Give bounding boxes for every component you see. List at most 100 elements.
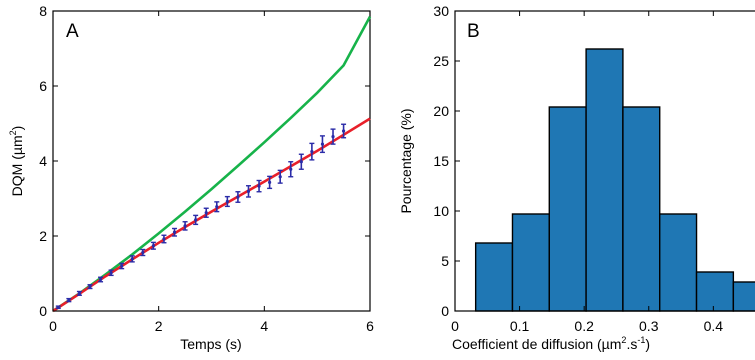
panel-a-marker [320,142,325,146]
panel-b-x-tick-label: 0.2 [574,318,594,334]
panel-a-x-tick-label: 0 [49,318,57,334]
panel-a-y-tick-label: 8 [39,3,47,19]
panel-a-data-point [256,179,262,193]
panel-a-data-point [235,191,241,203]
panel-a-marker [278,175,282,179]
panel-a-x-tick-label: 2 [155,318,163,334]
panel-a-ticks: 0 2 4 6 0 2 4 6 8 [39,3,374,334]
panel-b-bar-8 [732,281,755,312]
panel-a-data-point [288,161,294,178]
panel-a-marker [183,224,187,228]
panel-a-data-point [98,276,104,283]
panel-a-data-point [66,297,72,303]
panel-a-y-tick-label: 6 [39,78,47,94]
panel-a-y-tick-label: 4 [39,153,47,169]
panel-a-marker [236,195,240,199]
panel-b: B 0 0.1 0.2 0.3 0.4 0 5 10 15 20 25 30 Coefficient … [398,3,755,352]
panel-b-y-tick-label: 25 [433,53,449,69]
panel-a-marker [98,277,103,282]
panel-a-y-axis-label-sup: 2 [8,130,18,135]
panel-b-bar-1 [474,242,514,312]
panel-a-marker [77,291,82,295]
panel-a-data-point [129,255,135,263]
panel-a-data-point [150,241,156,250]
panel-a-marker [331,135,335,139]
panel-a-curve-1 [52,15,372,313]
panel-a-data-point [330,128,336,145]
panel-a-x-axis-label: Temps (s) [180,336,241,352]
panel-b-x-tick-label: 0.1 [510,318,530,334]
panel-b-bars [474,48,755,312]
panel-a-marker [225,199,229,204]
panel-a-data-point [140,248,146,257]
panel-b-bar-3 [548,106,587,312]
panel-b-bar-6 [659,213,698,312]
panel-b-y-tick-label: 20 [433,103,449,119]
panel-b-x-axis-label-end: ) [645,336,650,352]
panel-a-marker [120,264,124,268]
panel-a-data-point [161,234,167,244]
panel-a-marker [172,230,177,234]
panel-b-y-tick-label: 5 [441,253,449,269]
panel-b-x-axis-label-sup2: -1 [637,335,645,345]
panel-a-data-point [182,221,188,231]
panel-a-marker [56,305,60,309]
panel-a-curve-2 [52,117,371,313]
panel-a-marker [268,180,272,184]
panel-b-y-tick-label: 0 [441,303,449,319]
panel-a-marker [109,271,113,275]
panel-b-bar-4 [585,48,624,312]
panel-a-data-point [214,201,220,213]
panel-a-data-point [108,269,114,277]
panel-b-x-axis-label-mid: .s [626,336,637,352]
panel-a-x-tick-label: 4 [260,318,268,334]
panel-a-data-point [277,169,283,184]
panel-a-marker [341,129,346,133]
panel-a-marker [289,167,293,171]
panel-b-ticks: 0 0.1 0.2 0.3 0.4 0 5 10 15 20 25 30 [433,3,723,334]
panel-a-data-point [76,290,82,296]
panel-a-data-point [55,305,61,310]
panel-b-y-axis-label: Pourcentage (%) [398,108,414,213]
panel-a-data-point [309,142,315,161]
panel-a-data-point [341,123,347,139]
panel-b-x-tick-label: 0.3 [639,318,659,334]
panel-b-x-tick-label: 0.4 [704,318,724,334]
panel-a-marker [310,150,314,154]
panel-b-y-tick-label: 30 [433,3,449,19]
panel-a-data-point [224,195,230,208]
panel-b-x-axis-label-sup: 2 [621,335,626,345]
panel-a-marker [88,285,92,289]
panel-a-marker [246,189,251,193]
panel-b-x-axis-label: Coefficient de diffusion (µm2.s-1) [452,335,650,352]
panel-a-data-point [119,262,125,270]
panel-a-marker [67,298,71,302]
panel-a-data-point [193,214,199,226]
panel-a-y-tick-label: 2 [39,228,47,244]
panel-a-marker [194,218,198,222]
panel-a-data-point [319,135,325,154]
panel-a-data-point [267,175,273,190]
panel-a-marker [162,237,166,241]
panel-b-x-axis-label-main: Coefficient de diffusion (µm [452,336,621,352]
panel-a-data-point [298,153,304,170]
panel-a-y-axis-label-end: ) [9,126,25,131]
panel-b-x-tick-label: 0 [451,318,459,334]
panel-b-label: B [467,21,480,42]
panel-a-marker [151,244,155,248]
panel-a-y-tick-label: 0 [39,303,47,319]
panel-b-bar-5 [622,106,661,312]
panel-b-bar-7 [695,271,735,312]
panel-a-marker [130,257,134,261]
panel-a-marker [299,160,303,164]
panel-a-marker [204,211,208,215]
panel-a-data-point [245,185,251,198]
panel-a-label: A [66,21,79,42]
panel-b-y-tick-label: 10 [433,203,449,219]
panel-a-x-tick-label: 6 [366,318,374,334]
panel-a-marker [141,250,145,255]
panel-a-marker [257,184,261,188]
panel-b-y-tick-label: 15 [433,153,449,169]
panel-a-data-point [203,207,209,218]
